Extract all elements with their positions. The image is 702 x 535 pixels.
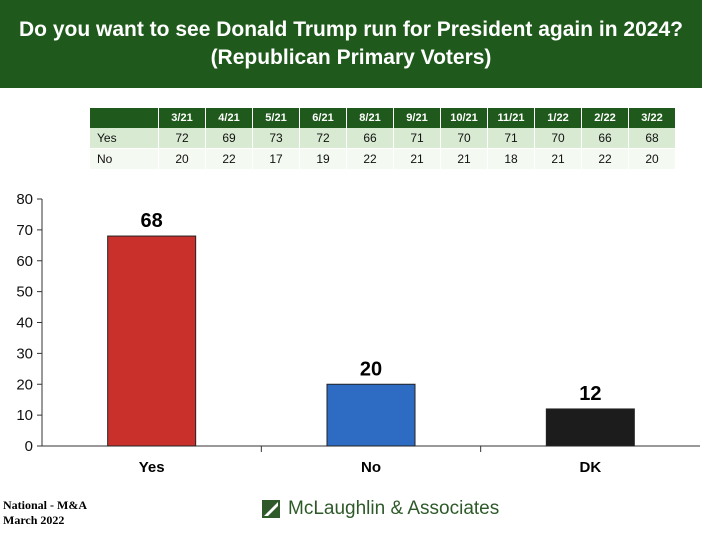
bar (107, 235, 197, 447)
y-tick-label: 0 (25, 438, 33, 455)
trend-row-no: No 20 22 17 19 22 21 21 18 21 22 20 (90, 148, 676, 170)
trend-table-header: 3/21 4/21 5/21 6/21 8/21 9/21 10/21 11/2… (90, 108, 676, 128)
trend-cell: 70 (534, 128, 582, 149)
trend-cell: 70 (440, 128, 488, 149)
y-tick-label: 50 (16, 284, 33, 301)
trend-row-yes: Yes 72 69 73 72 66 71 70 71 70 66 68 (90, 128, 676, 149)
y-tick-label: 20 (16, 376, 33, 393)
y-tick-label: 10 (16, 407, 33, 424)
trend-header-blank (90, 108, 159, 128)
trend-cell: 71 (487, 128, 535, 149)
bar-data-label: 12 (579, 383, 601, 405)
trend-cell: 66 (346, 128, 394, 149)
trend-col-header: 2/22 (581, 108, 629, 128)
y-tick-label: 60 (16, 253, 33, 270)
y-tick-label: 80 (16, 191, 33, 208)
trend-col-header: 6/21 (299, 108, 347, 128)
trend-col-header: 11/21 (487, 108, 535, 128)
source-line-2: March 2022 (3, 513, 65, 527)
trend-cell: 17 (252, 148, 300, 170)
bar-data-label: 20 (360, 358, 382, 380)
trend-cell: 21 (440, 148, 488, 170)
bar (326, 383, 416, 447)
brand-mark-icon (262, 500, 280, 518)
x-tick-label: No (361, 459, 381, 476)
trend-cell: 22 (581, 148, 629, 170)
chart-subtitle: (Republican Primary Voters) (210, 46, 492, 69)
x-tick-label: Yes (139, 459, 165, 476)
trend-col-header: 5/21 (252, 108, 300, 128)
trend-row-label: Yes (90, 128, 159, 149)
bar-data-label: 68 (141, 210, 163, 232)
trend-cell: 72 (158, 128, 206, 149)
trend-cell: 22 (205, 148, 253, 170)
brand-name: McLaughlin & Associates (288, 498, 500, 519)
trend-cell: 18 (487, 148, 535, 170)
chart-title: Do you want to see Donald Trump run for … (19, 18, 683, 41)
trend-table: 3/21 4/21 5/21 6/21 8/21 9/21 10/21 11/2… (90, 108, 676, 170)
trend-col-header: 3/21 (158, 108, 206, 128)
trend-col-header: 8/21 (346, 108, 394, 128)
trend-cell: 71 (393, 128, 441, 149)
bar (545, 408, 635, 447)
bar-chart: 0 10 20 30 40 50 60 70 80 68 Yes 20 No 12 DK (16, 191, 700, 476)
y-tick-label: 30 (16, 345, 33, 362)
trend-cell: 72 (299, 128, 347, 149)
trend-cell: 21 (393, 148, 441, 170)
header-banner: Do you want to see Donald Trump run for … (0, 0, 702, 88)
trend-cell: 21 (534, 148, 582, 170)
source-line-1: National - M&A (3, 498, 87, 512)
trend-cell: 20 (158, 148, 206, 170)
brand-logo: McLaughlin & Associates (262, 496, 499, 522)
trend-cell: 66 (581, 128, 629, 149)
trend-cell: 22 (346, 148, 394, 170)
trend-cell: 20 (628, 148, 676, 170)
y-tick-label: 40 (16, 315, 33, 332)
trend-col-header: 9/21 (393, 108, 441, 128)
trend-col-header: 10/21 (440, 108, 488, 128)
trend-col-header: 3/22 (628, 108, 676, 128)
y-tick-label: 70 (16, 222, 33, 239)
x-tick-label: DK (579, 459, 601, 476)
trend-col-header: 4/21 (205, 108, 253, 128)
trend-col-header: 1/22 (534, 108, 582, 128)
trend-cell: 68 (628, 128, 676, 149)
trend-cell: 19 (299, 148, 347, 170)
trend-cell: 73 (252, 128, 300, 149)
source-note: National - M&A March 2022 (3, 498, 87, 528)
trend-row-label: No (90, 148, 159, 170)
trend-cell: 69 (205, 128, 253, 149)
